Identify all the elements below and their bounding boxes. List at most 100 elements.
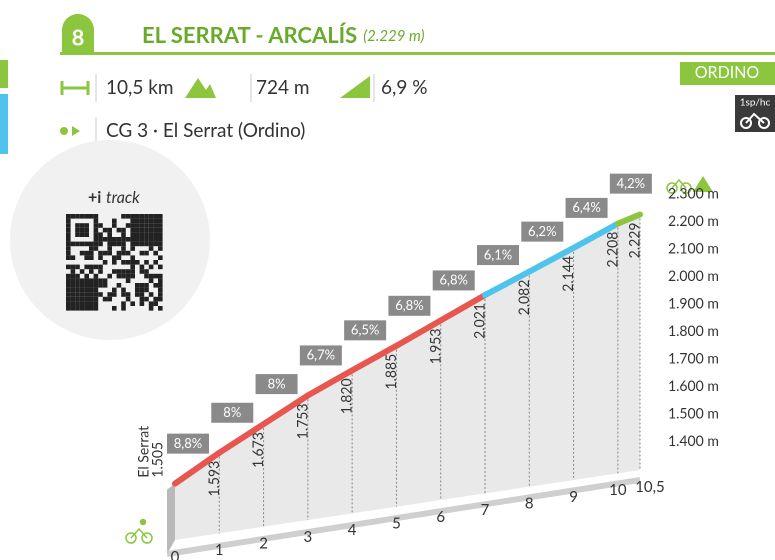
qr-cell xyxy=(93,232,99,237)
qr-cell xyxy=(93,264,99,270)
qr-cell xyxy=(79,296,85,302)
qr-cell xyxy=(70,283,76,288)
qr-cell xyxy=(84,232,89,237)
qr-cell xyxy=(135,227,140,233)
qr-cell xyxy=(153,237,158,242)
qr-cell xyxy=(93,218,99,224)
qr-cell xyxy=(153,250,158,256)
qr-cell xyxy=(139,232,145,237)
base-edge xyxy=(166,477,641,557)
qr-cell xyxy=(66,246,71,251)
qr-cell xyxy=(148,232,154,237)
altitude-label: 1.753 xyxy=(293,403,310,439)
gradient-box xyxy=(344,320,387,341)
qr-cell xyxy=(102,296,108,302)
qr-cell xyxy=(148,273,154,279)
qr-cell xyxy=(98,250,103,256)
qr-cell xyxy=(89,214,94,219)
gradient-box xyxy=(432,270,475,291)
qr-cell xyxy=(84,296,89,302)
qr-cell xyxy=(98,278,103,283)
y-tick-label: 2.200 m xyxy=(668,212,719,229)
qr-cell xyxy=(79,292,85,297)
qr-cell xyxy=(139,283,145,288)
elevation-gain: 724 m xyxy=(256,76,310,99)
qr-cell xyxy=(148,214,154,219)
qr-cell xyxy=(116,241,122,247)
start-bike-icon xyxy=(125,518,153,544)
gradient-box xyxy=(565,197,608,218)
x-tick-label: 4 xyxy=(348,521,357,539)
y-tick-label: 2.000 m xyxy=(668,267,719,284)
qr-cell xyxy=(148,292,154,297)
qr-cell xyxy=(84,301,89,306)
gradient-label: 6,1% xyxy=(484,246,512,262)
qr-cell xyxy=(75,287,80,293)
qr-cell xyxy=(102,278,108,283)
x-tick-label: 1 xyxy=(215,541,224,559)
qr-cell xyxy=(89,264,94,270)
qr-cell xyxy=(79,287,85,293)
y-tick-label: 1.500 m xyxy=(668,405,719,422)
qr-cell xyxy=(144,296,149,302)
y-tick-label: 1.900 m xyxy=(668,295,719,312)
qr-cell xyxy=(121,227,126,233)
qr-cell xyxy=(66,232,71,237)
profile-segment xyxy=(570,220,621,251)
number-badge xyxy=(62,14,94,55)
qr-cell xyxy=(112,260,117,265)
qr-cell xyxy=(66,227,71,233)
qr-cell xyxy=(112,223,117,228)
qr-cell xyxy=(75,232,80,237)
qr-cell xyxy=(148,241,154,247)
profile-segment xyxy=(482,268,533,299)
qr-cell xyxy=(84,283,89,288)
qr-cell xyxy=(66,306,71,311)
altitude-label: 2.082 xyxy=(515,280,532,316)
qr-cell xyxy=(121,241,126,247)
qr-cell xyxy=(158,278,163,283)
qr-cell xyxy=(121,250,126,256)
altitude-label: 1.673 xyxy=(249,432,266,468)
gradient-box xyxy=(211,402,254,423)
track: track xyxy=(106,188,140,207)
qr-cell xyxy=(158,218,163,224)
subtitle: (2.229 m) xyxy=(363,27,424,45)
altitude-label: 1.885 xyxy=(382,354,399,390)
qr-cell xyxy=(93,246,99,251)
qr-cell xyxy=(84,241,89,247)
qr-cell xyxy=(112,255,117,260)
qr-cell xyxy=(148,301,154,306)
qr-cell xyxy=(66,255,71,260)
qr-cell xyxy=(84,255,89,260)
qr-cell xyxy=(158,255,163,260)
qr-cell xyxy=(139,269,145,274)
qr-cell xyxy=(79,278,85,283)
qr-cell xyxy=(93,283,99,288)
qr-cell xyxy=(102,283,108,288)
start: CG 3 · El Serrat (Ordino) xyxy=(106,119,305,142)
x-tick-label: 6 xyxy=(436,508,445,526)
qr-cell xyxy=(107,296,112,302)
qr-cell xyxy=(153,301,158,306)
profile-segment xyxy=(304,367,356,399)
qr-cell xyxy=(139,223,145,228)
qr-cell xyxy=(66,223,71,228)
y-tick-label: 1.400 m xyxy=(668,432,719,449)
region: ORDINO xyxy=(695,63,760,82)
distance: 10,5 km xyxy=(106,76,174,99)
profile-segment xyxy=(260,392,311,428)
qr-cell xyxy=(84,264,89,270)
qr-cell xyxy=(66,214,71,219)
qr-cell xyxy=(130,260,135,265)
qr-cell xyxy=(158,306,163,311)
qr-cell xyxy=(135,223,140,228)
qr-cell xyxy=(93,241,99,247)
altitude-label: 1.820 xyxy=(338,378,355,414)
qr-cell xyxy=(75,214,80,219)
qr-cell xyxy=(84,250,89,256)
qr-cell xyxy=(107,227,112,233)
profile-segment xyxy=(614,211,643,227)
qr-cell xyxy=(130,214,135,219)
profile-segment xyxy=(349,342,400,374)
